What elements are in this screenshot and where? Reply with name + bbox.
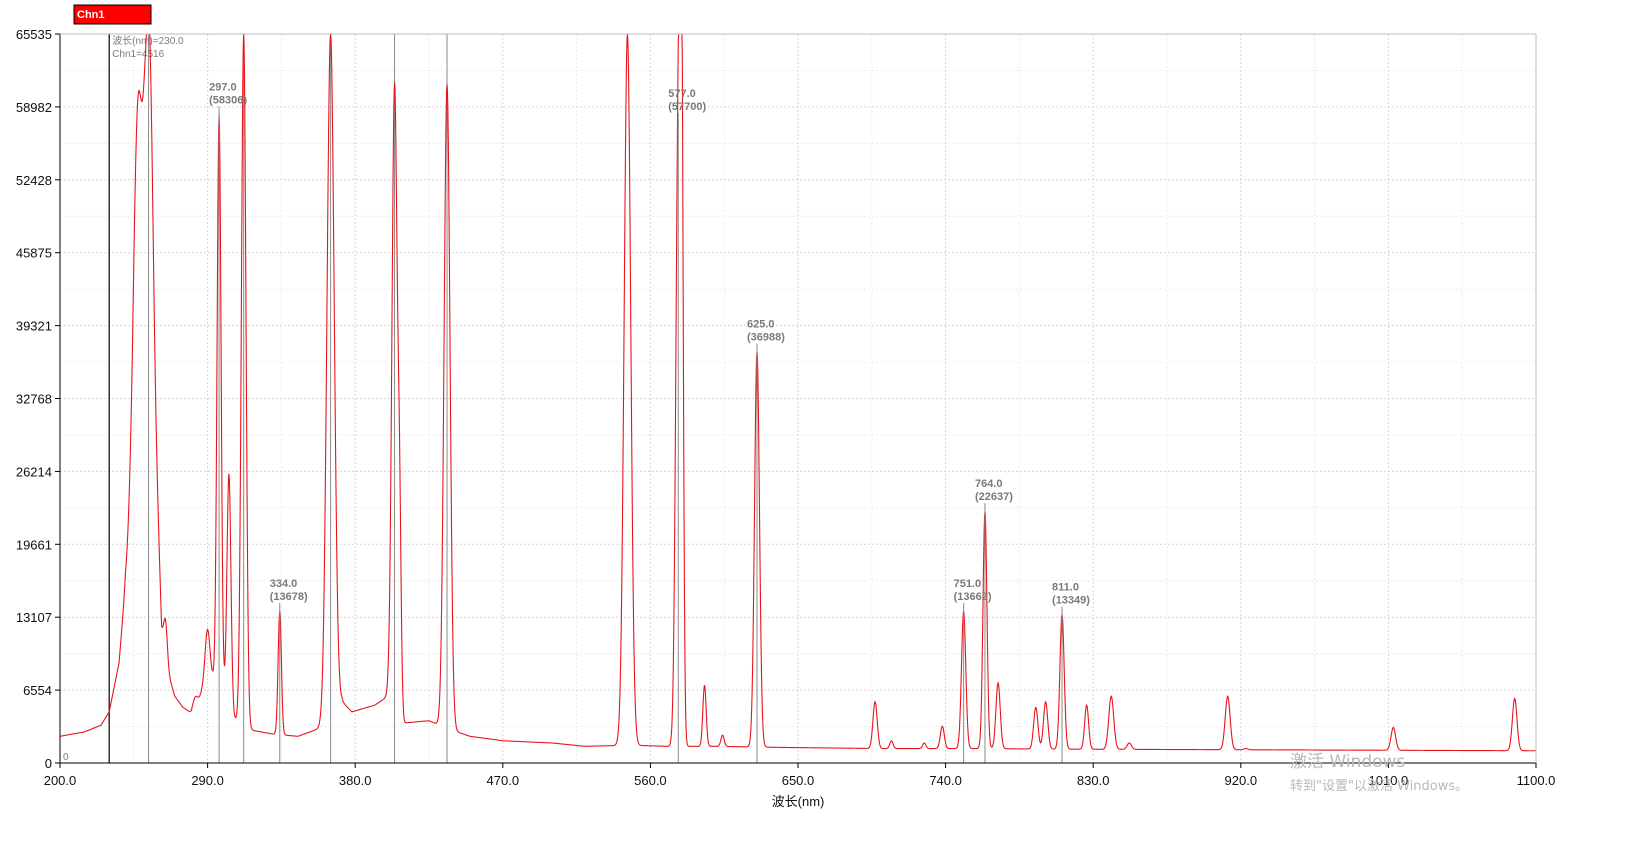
peak-value-label: (22637) — [975, 491, 1013, 503]
peak-wavelength-label: 811.0 — [1052, 582, 1079, 594]
x-tick-label: 1010.0 — [1369, 773, 1409, 788]
legend-label-chn1: Chn1 — [77, 9, 105, 21]
y-tick-label: 32768 — [16, 392, 52, 407]
peak-wavelength-label: 297.0 — [209, 81, 237, 93]
x-tick-label: 1100.0 — [1517, 773, 1556, 788]
y-tick-label: 19661 — [16, 537, 52, 552]
peak-value-label: (58306) — [209, 94, 247, 106]
peak-value-label: (36988) — [747, 332, 785, 344]
x-tick-label: 740.0 — [929, 773, 962, 788]
x-tick-label: 830.0 — [1077, 773, 1110, 788]
y-axis-ticks: 0 6554 13107 19661 26214 32768 39321 45875 52428… — [16, 27, 60, 771]
peak-value-label: (57700) — [668, 101, 706, 113]
series-group — [59, 33, 1536, 752]
peak-wavelength-label: 577.0 — [668, 88, 696, 100]
peak-wavelength-label: 764.0 — [975, 478, 1003, 490]
origin-zero-mark: 0 — [63, 752, 69, 763]
legend-item-chn1[interactable] — [73, 4, 152, 25]
y-tick-label: 26214 — [16, 464, 52, 479]
y-tick-label: 45875 — [16, 246, 52, 261]
y-tick-label: 52428 — [16, 173, 52, 188]
x-tick-label: 470.0 — [487, 773, 520, 788]
x-tick-label: 560.0 — [634, 773, 667, 788]
marker-lines — [148, 34, 448, 763]
peak-value-label: (13662) — [954, 591, 992, 603]
y-tick-label: 65535 — [16, 27, 52, 42]
x-axis-ticks: 200.0 290.0 380.0 470.0 560.0 650.0 740.0 830.0… — [44, 763, 1556, 788]
x-tick-label: 650.0 — [782, 773, 815, 788]
cursor-value-readout: Chn1=4516 — [112, 49, 164, 60]
windows-activation-watermark: 激活 Windows 转到"设置"以激活 Windows。 — [1290, 752, 1468, 794]
x-tick-label: 290.0 — [191, 773, 224, 788]
peak-wavelength-label: 334.0 — [270, 578, 298, 590]
y-tick-label: 39321 — [16, 319, 52, 334]
peak-wavelength-label: 625.0 — [747, 319, 775, 331]
x-tick-label: 200.0 — [44, 773, 77, 788]
y-tick-label: 13107 — [16, 610, 52, 625]
y-tick-label: 58982 — [16, 100, 52, 115]
peak-value-label: (13349) — [1052, 595, 1090, 607]
y-tick-label: 6554 — [23, 683, 52, 698]
x-tick-label: 380.0 — [339, 773, 372, 788]
cursor[interactable]: 波长(nm)=230.0 Chn1=4516 — [108, 34, 184, 763]
series-line-chn1 — [59, 33, 1536, 752]
legend[interactable]: Chn1 — [73, 4, 152, 25]
peak-wavelength-label: 751.0 — [954, 578, 982, 590]
peak-annotations: 297.0(58306) 334.0(13678) 577.0(57700) 625.… — [209, 81, 1090, 763]
x-tick-label: 920.0 — [1225, 773, 1258, 788]
peak-value-label: (13678) — [270, 591, 308, 603]
x-axis-title: 波长(nm) — [772, 794, 825, 809]
watermark-line2: 转到"设置"以激活 Windows。 — [1290, 779, 1468, 794]
cursor-wavelength-readout: 波长(nm)=230.0 — [112, 34, 184, 47]
y-tick-label: 0 — [45, 756, 52, 771]
watermark-line1: 激活 Windows — [1290, 752, 1405, 772]
